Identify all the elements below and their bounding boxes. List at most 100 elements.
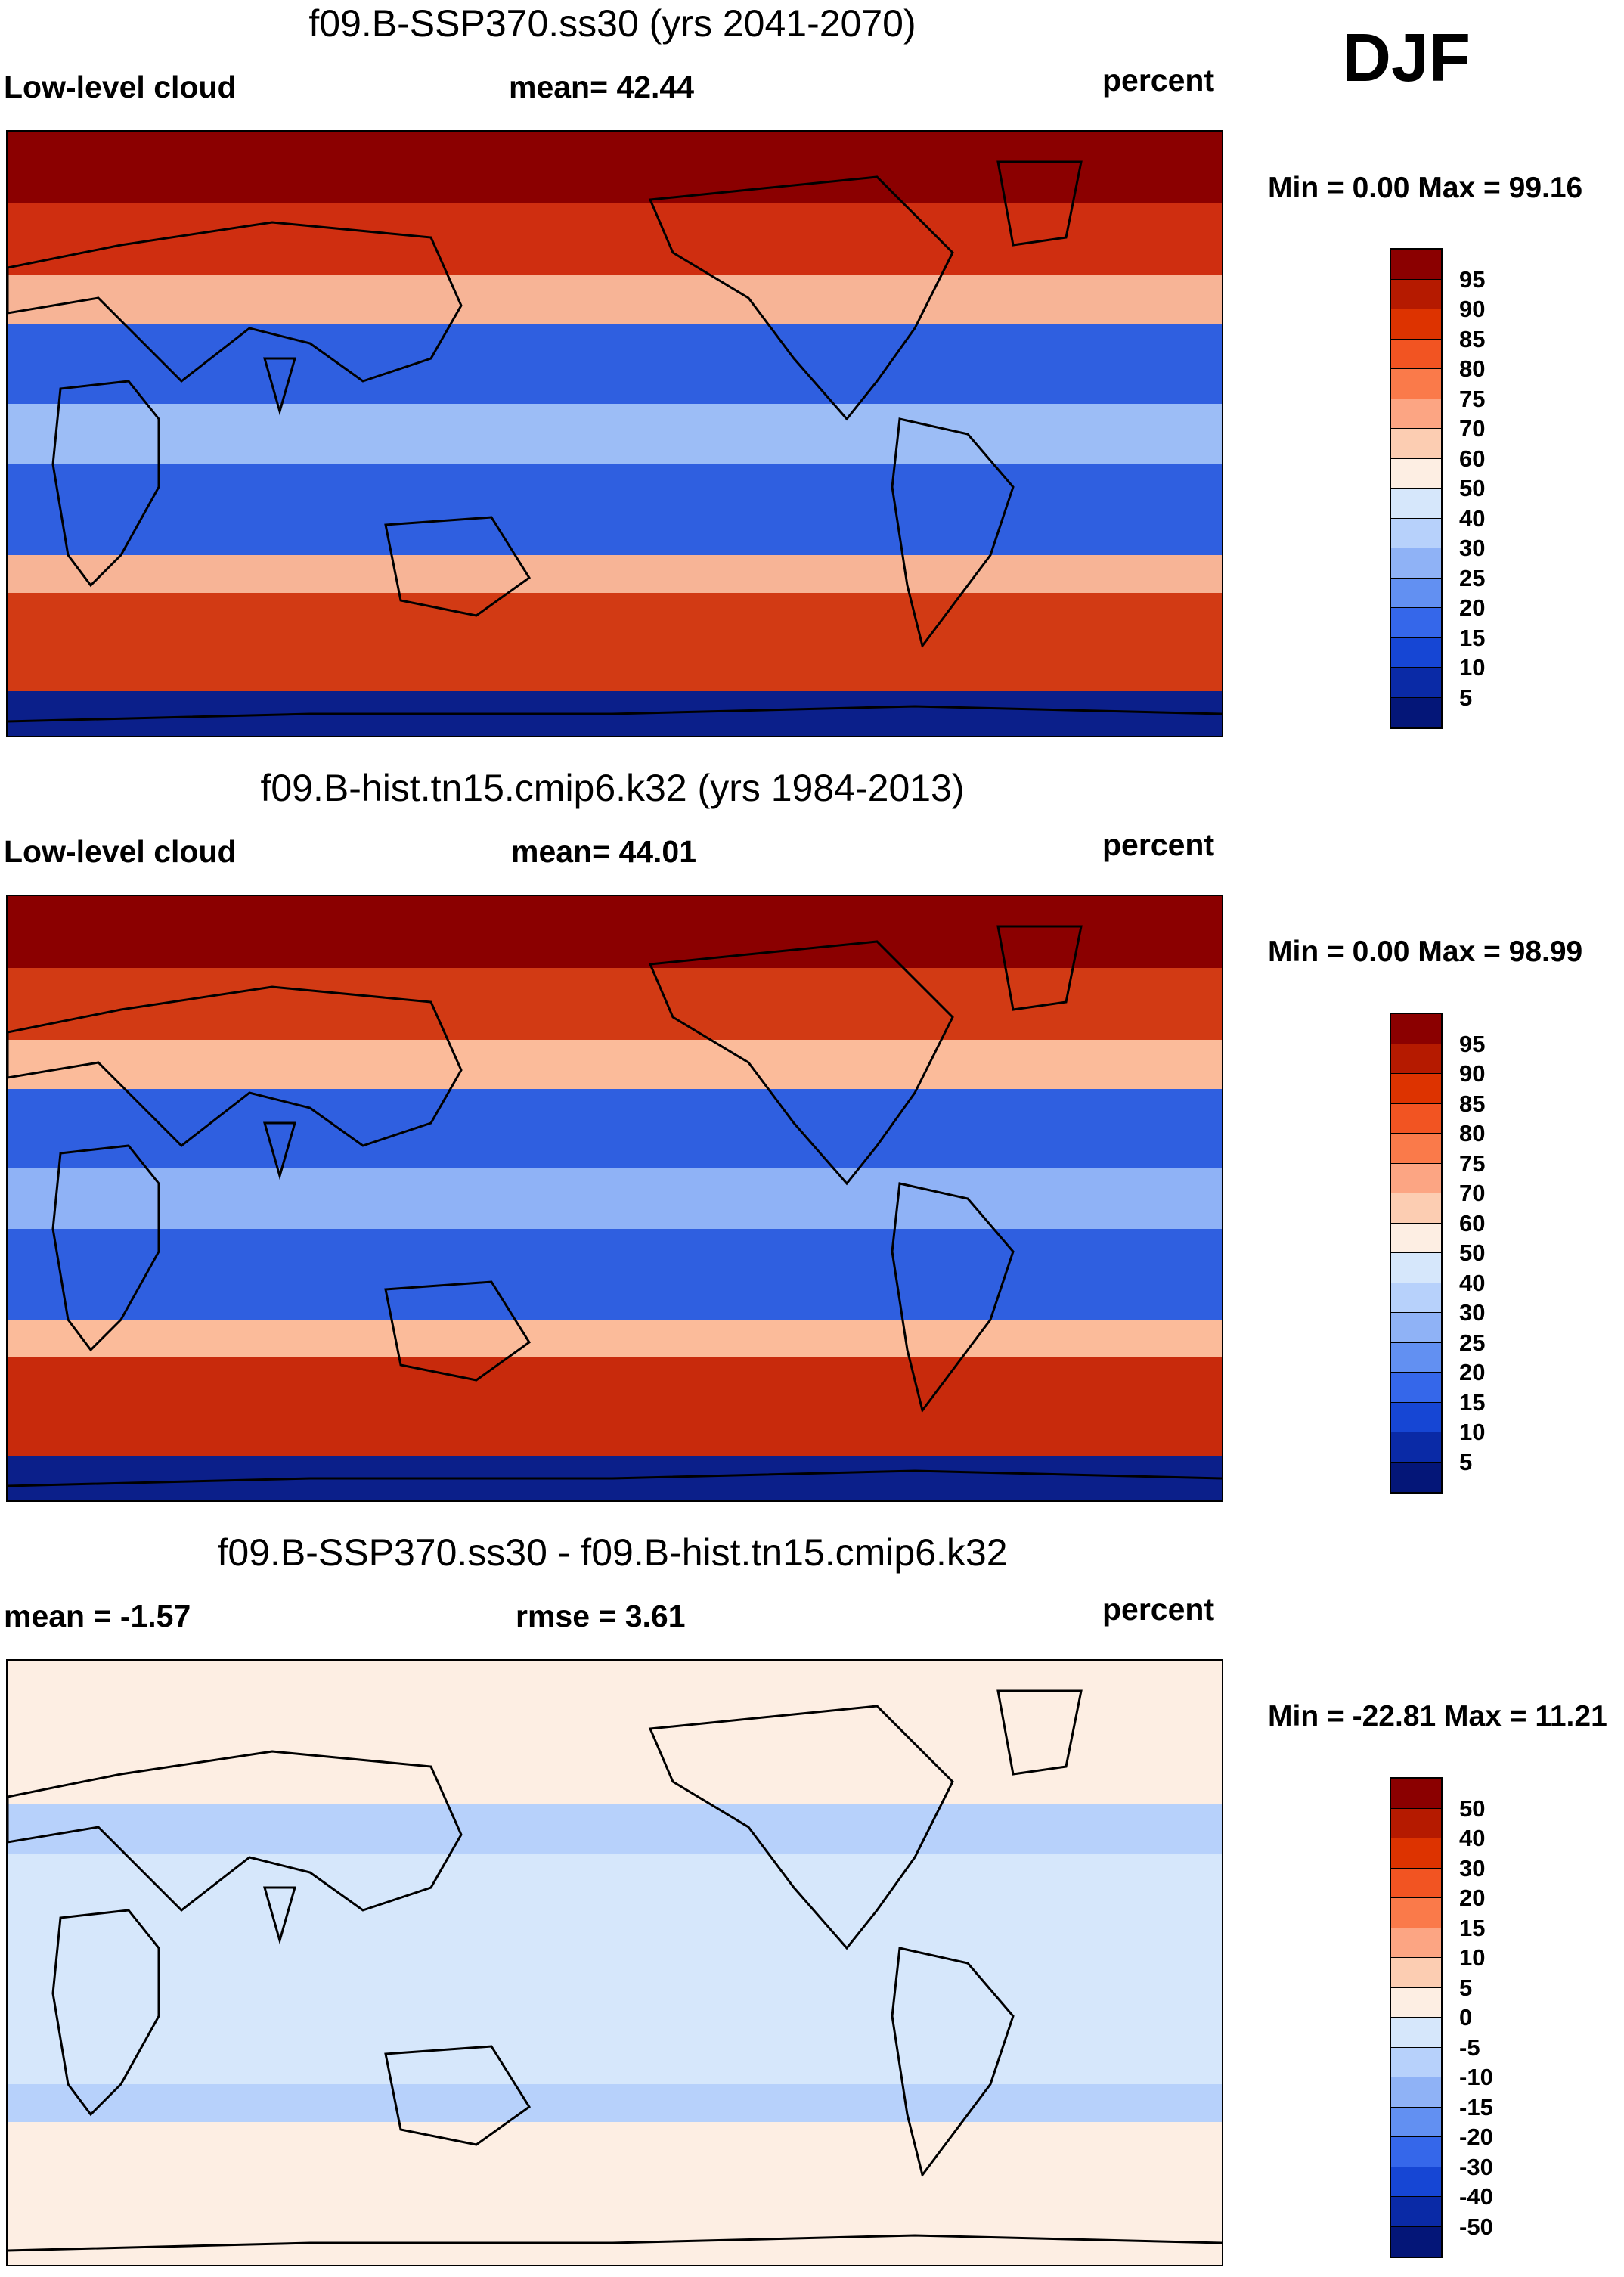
panel2-units-label: percent xyxy=(1102,827,1215,862)
field-band-north xyxy=(8,968,1222,1040)
colorbar-box xyxy=(1391,2077,1441,2108)
colorbar-box xyxy=(1391,1987,1441,2018)
colorbar-tick-label: 85 xyxy=(1459,325,1486,352)
field-band-subtropics xyxy=(8,464,1222,555)
colorbar-box xyxy=(1391,399,1441,429)
eurasia-outline xyxy=(8,985,463,1147)
field-band-southern_ocean xyxy=(8,593,1222,691)
colorbar-tick-label: 95 xyxy=(1459,265,1486,293)
eurasia-outline xyxy=(8,1750,463,1912)
colorbar-box xyxy=(1391,1808,1441,1838)
colorbar-tick-label: 60 xyxy=(1459,445,1486,472)
australia-outline xyxy=(384,1280,532,1382)
colorbar-box xyxy=(1391,1253,1441,1283)
greenland-outline xyxy=(996,925,1083,1011)
india-outline xyxy=(263,357,296,416)
field-band-arctic xyxy=(8,132,1222,203)
colorbar-box xyxy=(1391,1313,1441,1343)
colorbar-tick-label: 25 xyxy=(1459,1329,1486,1356)
panel1-minmax: Min = 0.00 Max = 99.16 xyxy=(1268,172,1583,204)
colorbar-tick-label: 15 xyxy=(1459,1388,1486,1416)
panel1-colorbar xyxy=(1390,248,1443,729)
panel3-mean-label: mean = -1.57 xyxy=(4,1599,191,1633)
india-outline xyxy=(263,1886,296,1945)
colorbar-box xyxy=(1391,1868,1441,1898)
field-band-subtropics xyxy=(8,1854,1222,1933)
colorbar-tick-label: 40 xyxy=(1459,1269,1486,1296)
panel1-title: f09.B-SSP370.ss30 (yrs 2041-2070) xyxy=(308,2,916,45)
field-band-tropics xyxy=(8,1168,1222,1229)
panel3-minmax: Min = -22.81 Max = 11.21 xyxy=(1268,1700,1607,1733)
colorbar-tick-label: 70 xyxy=(1459,1180,1486,1206)
colorbar-box xyxy=(1391,2107,1441,2137)
panel3-map xyxy=(6,1659,1223,2266)
colorbar-tick-label: 85 xyxy=(1459,1090,1486,1117)
colorbar-box xyxy=(1391,458,1441,489)
colorbar-box xyxy=(1391,1044,1441,1074)
greenland-outline xyxy=(996,1689,1083,1776)
colorbar-box xyxy=(1391,1928,1441,1958)
colorbar-tick-label: 20 xyxy=(1459,1359,1486,1385)
field-band-subtropics xyxy=(8,1993,1222,2084)
colorbar-tick-label: 10 xyxy=(1459,1944,1486,1971)
colorbar-box xyxy=(1391,1193,1441,1224)
colorbar-box xyxy=(1391,697,1441,727)
colorbar-box xyxy=(1391,1014,1441,1044)
africa-outline xyxy=(51,1909,160,2117)
australia-outline xyxy=(384,516,532,617)
colorbar-tick-label: -10 xyxy=(1459,2064,1493,2090)
field-band-mid_lat xyxy=(8,555,1222,593)
colorbar-tick-label: 50 xyxy=(1459,1239,1486,1266)
panel2-minmax: Min = 0.00 Max = 98.99 xyxy=(1268,935,1583,968)
colorbar-box xyxy=(1391,637,1441,668)
north-america-outline xyxy=(648,940,954,1186)
field-band-tropics xyxy=(8,1933,1222,1993)
colorbar-tick-label: 60 xyxy=(1459,1209,1486,1236)
colorbar-box xyxy=(1391,578,1441,608)
colorbar-box xyxy=(1391,608,1441,638)
south-america-outline xyxy=(891,417,1015,649)
antarctica-outline xyxy=(8,2234,1222,2252)
colorbar-box xyxy=(1391,2137,1441,2167)
colorbar-tick-label: 75 xyxy=(1459,1149,1486,1177)
colorbar-box xyxy=(1391,279,1441,309)
panel2-colorbar xyxy=(1390,1013,1443,1494)
colorbar-box xyxy=(1391,1283,1441,1313)
panel2-map xyxy=(6,895,1223,1502)
africa-outline xyxy=(51,1144,160,1352)
colorbar-box xyxy=(1391,339,1441,369)
panel3-colorbar xyxy=(1390,1777,1443,2258)
colorbar-box xyxy=(1391,369,1441,399)
panel3-units-label: percent xyxy=(1102,1592,1215,1627)
colorbar-tick-label: 75 xyxy=(1459,385,1486,412)
colorbar-box xyxy=(1391,1779,1441,1809)
panel3-rmse-label: rmse = 3.61 xyxy=(516,1599,686,1633)
colorbar-box xyxy=(1391,1898,1441,1928)
colorbar-tick-label: 40 xyxy=(1459,1825,1486,1851)
colorbar-box xyxy=(1391,1163,1441,1193)
colorbar-tick-label: -20 xyxy=(1459,2123,1493,2150)
field-band-mid_lat xyxy=(8,2084,1222,2122)
colorbar-box xyxy=(1391,548,1441,579)
colorbar-box xyxy=(1391,2197,1441,2227)
panel2-title: f09.B-hist.tn15.cmip6.k32 (yrs 1984-2013… xyxy=(260,767,965,809)
field-band-southern_ocean xyxy=(8,2122,1222,2220)
colorbar-box xyxy=(1391,2018,1441,2048)
colorbar-tick-label: 70 xyxy=(1459,415,1486,442)
antarctica-outline xyxy=(8,705,1222,723)
field-band-arctic xyxy=(8,1661,1222,1733)
colorbar-box xyxy=(1391,1838,1441,1869)
panel2-variable-label: Low-level cloud xyxy=(4,834,237,869)
colorbar-tick-label: 90 xyxy=(1459,1060,1486,1087)
colorbar-tick-label: 5 xyxy=(1459,1974,1473,2001)
colorbar-box xyxy=(1391,1432,1441,1463)
colorbar-tick-label: 15 xyxy=(1459,624,1486,651)
colorbar-tick-label: 95 xyxy=(1459,1030,1486,1057)
india-outline xyxy=(263,1121,296,1180)
panel1-units-label: percent xyxy=(1102,63,1215,98)
south-america-outline xyxy=(891,1947,1015,2178)
colorbar-box xyxy=(1391,489,1441,519)
colorbar-tick-label: -15 xyxy=(1459,2093,1493,2120)
colorbar-tick-label: 0 xyxy=(1459,2004,1473,2030)
colorbar-box xyxy=(1391,668,1441,698)
